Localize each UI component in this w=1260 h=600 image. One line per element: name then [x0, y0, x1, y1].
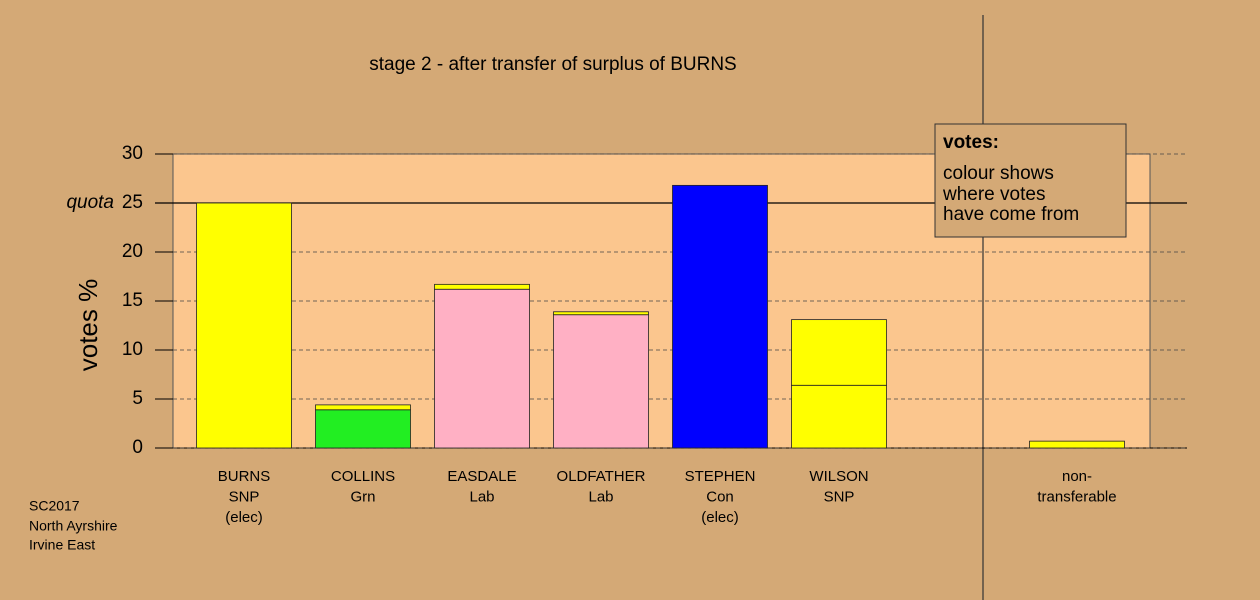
x-tick-label: (elec): [225, 509, 263, 526]
x-tick-label: WILSON: [809, 468, 868, 485]
x-tick-label: Lab: [469, 488, 494, 505]
bar-segment: [434, 283, 530, 290]
y-axis-label: votes %: [73, 279, 103, 372]
y-tick-label: 25: [122, 192, 143, 213]
x-tick-label: BURNS: [218, 468, 271, 485]
x-tick-label: OLDFATHER: [557, 468, 646, 485]
legend-title: votes:: [943, 132, 999, 153]
x-tick-label: (elec): [701, 509, 739, 526]
bar-segment: [434, 288, 530, 449]
legend-frame: [934, 123, 1127, 238]
x-tick-label: transferable: [1037, 488, 1116, 505]
y-tick-label: 15: [122, 290, 143, 311]
x-tick-label: Grn: [350, 488, 375, 505]
bar-segment: [196, 202, 292, 449]
x-tick-label: EASDALE: [447, 468, 516, 485]
legend-line: have come from: [943, 204, 1079, 225]
y-tick-label: 0: [132, 437, 143, 458]
bar-segment: [1029, 440, 1125, 449]
legend-line: colour shows: [943, 163, 1054, 184]
x-tick-label: SNP: [824, 488, 855, 505]
chart-title: stage 2 - after transfer of surplus of B…: [369, 54, 737, 75]
y-tick-label: 5: [132, 388, 143, 409]
bar-segment: [553, 314, 649, 449]
quota-label: quota: [66, 192, 114, 213]
y-tick-label: 30: [122, 143, 143, 164]
footnote: SC2017: [29, 498, 80, 514]
x-tick-label: non-: [1062, 468, 1092, 485]
y-tick-label: 10: [122, 339, 143, 360]
legend-box: votes: colour shows where votes have com…: [934, 123, 1127, 238]
footnote: North Ayrshire: [29, 518, 118, 534]
bar-segment: [315, 409, 411, 449]
x-tick-label: STEPHEN: [685, 468, 756, 485]
legend-line: where votes: [942, 184, 1045, 205]
footnote: Irvine East: [29, 537, 95, 553]
bar-segment: [315, 404, 411, 411]
bars: [155, 153, 1187, 449]
x-tick-label: SNP: [229, 488, 260, 505]
x-tick-label: Con: [706, 488, 734, 505]
bar-segment: [672, 184, 768, 449]
bar-segment: [791, 319, 887, 386]
bar-segment: [791, 384, 887, 449]
y-tick-label: 20: [122, 241, 143, 262]
bar-segment: [553, 311, 649, 316]
x-tick-label: COLLINS: [331, 468, 395, 485]
x-tick-label: Lab: [588, 488, 613, 505]
